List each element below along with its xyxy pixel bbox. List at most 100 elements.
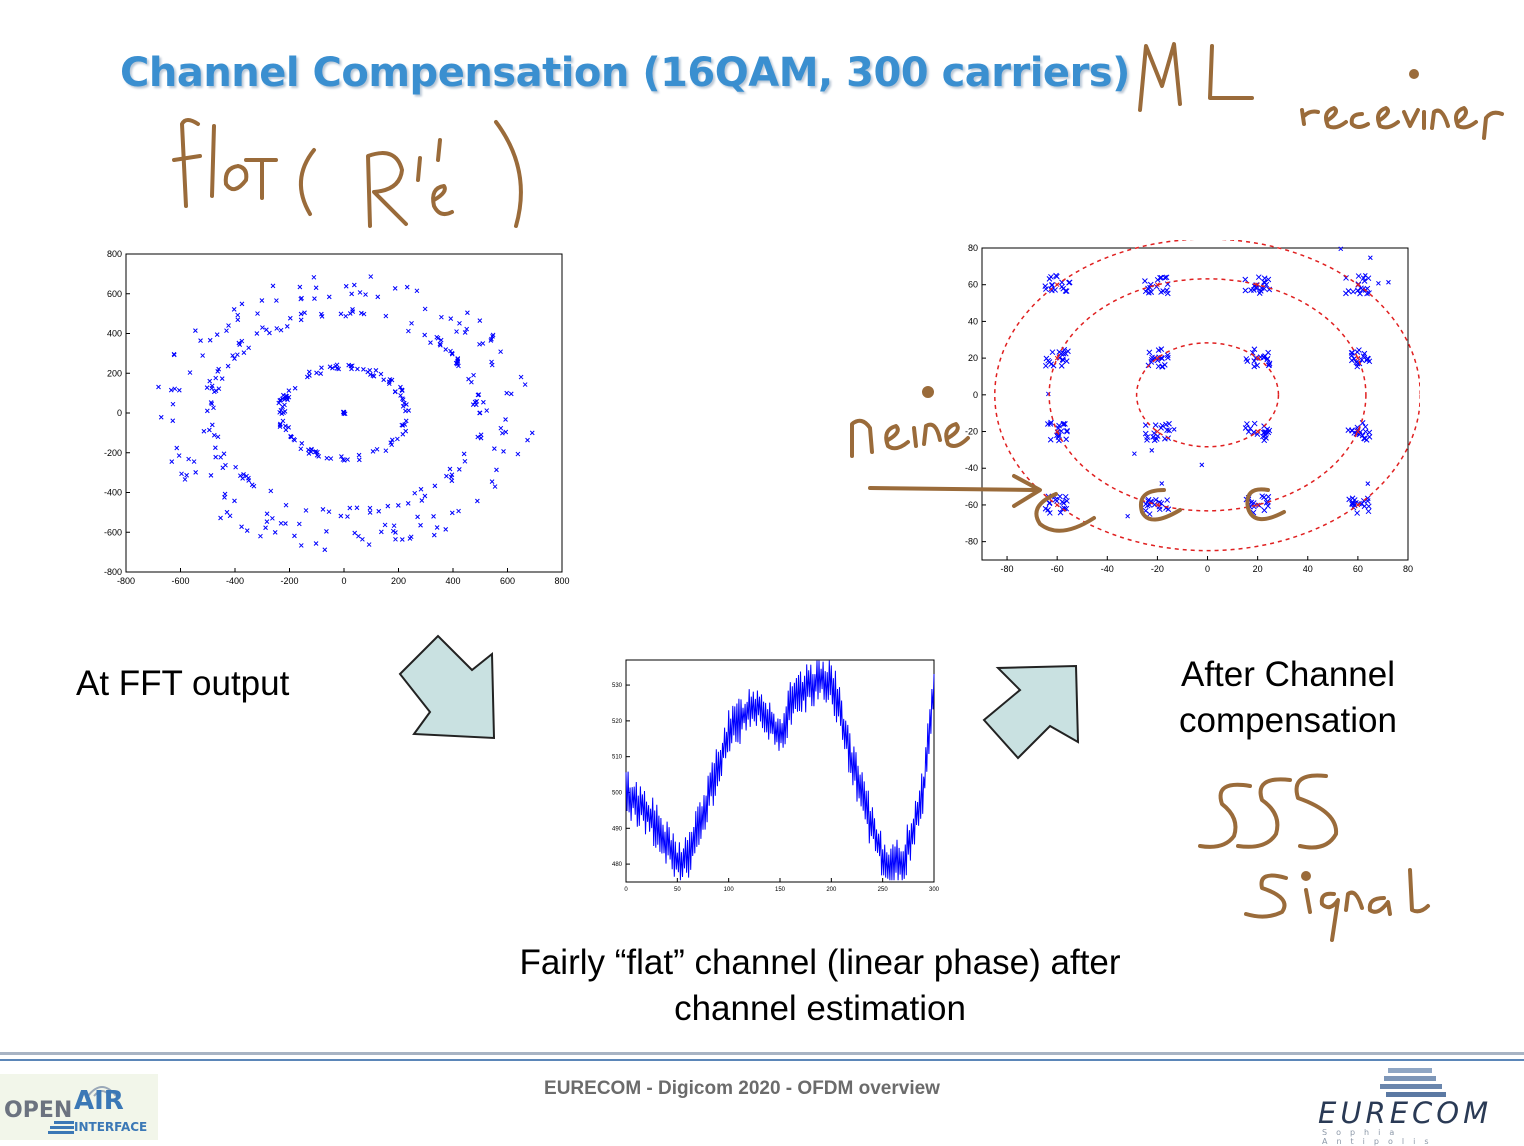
scatter-point — [286, 425, 291, 430]
channel-plot-ticks: 0 50 100 150 200 250 300 530 520 510 500 490 480 — [612, 683, 940, 893]
constellation-point — [1058, 363, 1065, 369]
scatter-point — [405, 501, 411, 506]
x-tick-label: -800 — [117, 576, 135, 586]
constellation-point — [1060, 285, 1067, 292]
scatter-point — [407, 536, 413, 541]
scatter-point — [168, 387, 174, 393]
scatter-point — [484, 408, 490, 413]
constellation-point — [1260, 354, 1267, 361]
scatter-point — [158, 414, 164, 420]
scatter-point — [382, 522, 388, 528]
scatter-point — [361, 367, 366, 372]
scatter-point — [338, 311, 344, 317]
scatter-point — [398, 384, 403, 390]
scatter-point — [201, 428, 207, 434]
scatter-point — [354, 505, 360, 511]
scatter-point — [193, 328, 198, 333]
scatter-point — [174, 445, 180, 451]
outlier-point — [1376, 280, 1381, 286]
scatter-point — [381, 377, 387, 383]
constellation-point — [1345, 288, 1352, 294]
scatter-point — [191, 459, 197, 464]
scatter-point — [280, 418, 286, 424]
x-tick-label: -400 — [226, 576, 244, 586]
constellation-point — [1361, 503, 1368, 510]
scatter-point — [200, 353, 206, 358]
scatter-point — [284, 324, 290, 329]
scatter-point — [233, 464, 238, 470]
constellation-point — [1164, 352, 1171, 359]
constellation-point — [1063, 436, 1070, 443]
eurecom-stripes-icon — [1380, 1068, 1446, 1097]
scatter-point — [259, 298, 265, 303]
constellation-point — [1350, 288, 1357, 295]
y-tick-label: 800 — [107, 249, 122, 259]
x-tick-label: -20 — [1151, 564, 1164, 574]
scatter-point — [383, 448, 389, 454]
scatter-point — [404, 402, 409, 407]
scatter-point — [501, 449, 506, 454]
scatter-point — [292, 385, 298, 391]
scatter-point — [518, 374, 524, 380]
decision-circles — [994, 240, 1420, 552]
scatter-point — [375, 294, 381, 300]
constellation-point — [1244, 421, 1250, 427]
scatter-point — [223, 462, 228, 468]
constellation-point — [1142, 278, 1148, 284]
scatter-point — [373, 367, 379, 373]
scatter-point — [171, 351, 177, 357]
constellation-point — [1146, 349, 1153, 356]
constellation-point — [1058, 428, 1065, 434]
y-tick-label: 60 — [968, 280, 978, 290]
scatter-point — [318, 311, 324, 317]
scatter-point — [283, 521, 288, 526]
scatter-point — [349, 291, 355, 297]
y-tick-label: -20 — [965, 427, 978, 437]
constellation-point — [1242, 276, 1249, 283]
constellation-center — [1155, 429, 1160, 434]
scatter-point — [471, 372, 476, 378]
handwriting-c-marks — [1034, 487, 1286, 533]
scatter-point — [422, 493, 428, 499]
scatter-point — [187, 370, 193, 375]
y-tick-label: 600 — [107, 289, 122, 299]
scatter-point — [443, 527, 449, 532]
y-tick-label: 400 — [107, 329, 122, 339]
scatter-point — [447, 466, 453, 472]
constellation-point — [1163, 421, 1169, 428]
scatter-point — [448, 316, 454, 321]
scatter-point — [341, 458, 347, 463]
scatter-point — [428, 340, 433, 345]
constellation-point — [1251, 346, 1258, 353]
handwriting-flat-r — [172, 118, 523, 228]
constellation-point — [1153, 436, 1160, 442]
scatter-point — [350, 309, 356, 314]
scatter-point — [334, 366, 340, 371]
scatter-point — [449, 510, 455, 516]
scatter-point — [315, 449, 320, 455]
constellation-center — [1155, 282, 1160, 288]
constellation-point — [1049, 282, 1055, 289]
scatter-point — [272, 529, 278, 535]
scatter-point — [345, 457, 350, 462]
oai-logo-open: OPEN — [4, 1098, 73, 1123]
scatter-point — [435, 335, 441, 341]
constellation-point — [1060, 357, 1066, 364]
caption-after-line-2: compensation — [1179, 701, 1397, 740]
scatter-point — [477, 410, 482, 416]
constellation-point — [1052, 287, 1058, 293]
constellation-point — [1060, 350, 1067, 357]
constellation-point — [1261, 437, 1268, 444]
scatter-point — [214, 332, 220, 337]
scatter-point — [500, 430, 505, 436]
scatter-point — [307, 373, 312, 378]
scatter-point — [326, 509, 332, 515]
constellation-point — [1251, 363, 1258, 370]
scatter-point — [298, 543, 304, 548]
scatter-point — [361, 311, 367, 317]
constellation-point — [1062, 421, 1068, 427]
constellation-point — [1266, 427, 1273, 434]
scatter-point — [239, 338, 245, 344]
constellation-point — [1251, 420, 1258, 427]
constellation-point — [1056, 349, 1063, 355]
